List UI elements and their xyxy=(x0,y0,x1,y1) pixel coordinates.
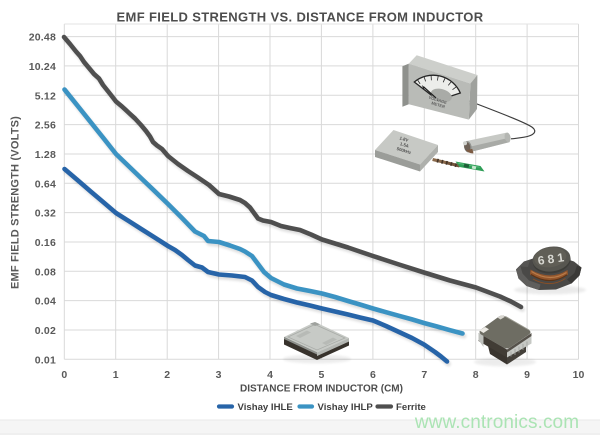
svg-text:4: 4 xyxy=(267,369,273,381)
svg-text:1.28: 1.28 xyxy=(35,149,56,161)
svg-text:Vishay IHLP: Vishay IHLP xyxy=(318,402,374,413)
svg-text:20.48: 20.48 xyxy=(29,32,56,44)
svg-text:8: 8 xyxy=(473,369,479,381)
svg-text:0: 0 xyxy=(61,369,67,381)
svg-text:0.16: 0.16 xyxy=(35,237,56,249)
svg-text:1: 1 xyxy=(113,369,119,381)
svg-text:5: 5 xyxy=(318,369,324,381)
svg-text:0.64: 0.64 xyxy=(35,178,56,190)
svg-text:5.12: 5.12 xyxy=(35,90,56,102)
svg-text:EMF FIELD STRENGTH (VOLTS): EMF FIELD STRENGTH (VOLTS) xyxy=(10,116,22,289)
svg-text:7: 7 xyxy=(421,369,427,381)
svg-text:0.32: 0.32 xyxy=(35,208,56,220)
svg-text:2: 2 xyxy=(164,369,170,381)
svg-text:0.04: 0.04 xyxy=(35,296,56,308)
svg-text:DISTANCE FROM INDUCTOR (CM): DISTANCE FROM INDUCTOR (CM) xyxy=(240,384,403,395)
svg-text:0.08: 0.08 xyxy=(35,266,56,278)
svg-text:9: 9 xyxy=(524,369,530,381)
svg-text:10: 10 xyxy=(573,369,585,381)
svg-text:2.56: 2.56 xyxy=(35,120,56,132)
svg-text:3: 3 xyxy=(216,369,222,381)
svg-text:EMF FIELD STRENGTH VS. DISTANC: EMF FIELD STRENGTH VS. DISTANCE FROM IND… xyxy=(117,10,484,25)
svg-text:10.24: 10.24 xyxy=(29,61,56,73)
svg-text:0.02: 0.02 xyxy=(35,325,56,337)
svg-text:www.cntronics.com: www.cntronics.com xyxy=(414,412,579,433)
svg-text:6: 6 xyxy=(370,369,376,381)
svg-text:Vishay IHLE: Vishay IHLE xyxy=(238,402,294,413)
svg-text:0.01: 0.01 xyxy=(35,354,56,366)
